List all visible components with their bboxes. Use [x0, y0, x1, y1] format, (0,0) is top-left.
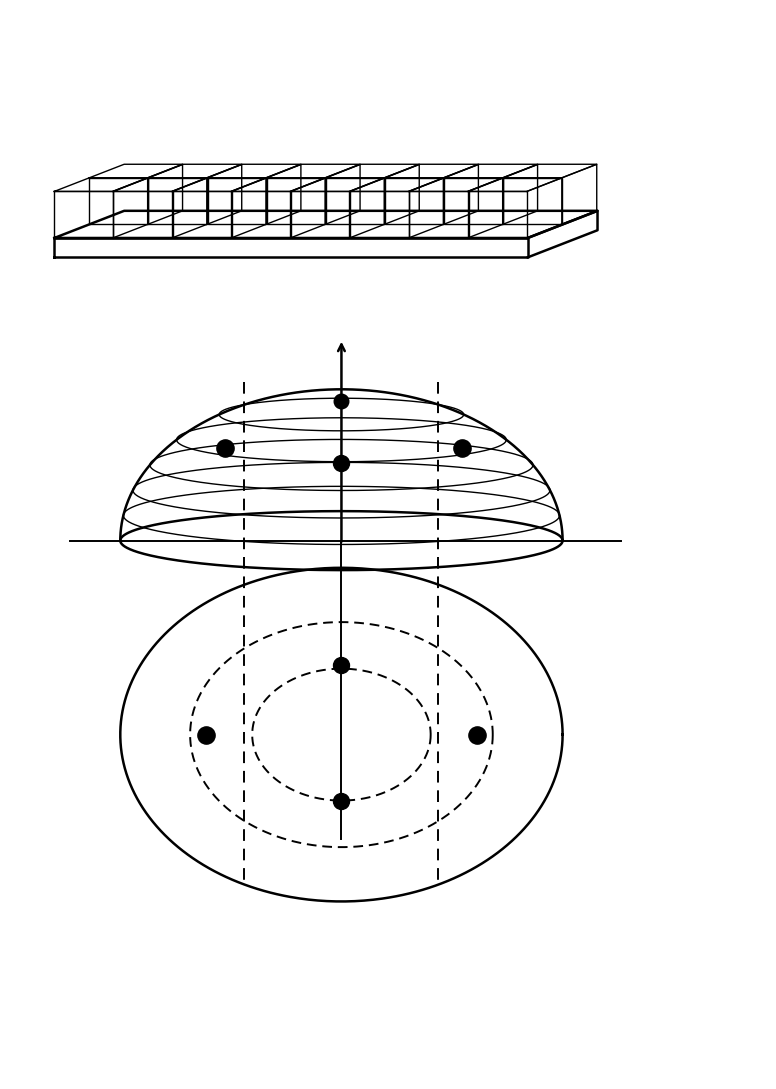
Point — [219, 439, 231, 456]
Point — [335, 392, 348, 409]
Point — [471, 726, 483, 744]
Point — [335, 656, 348, 673]
Point — [456, 439, 468, 456]
Point — [335, 792, 348, 809]
Point — [199, 726, 212, 744]
Point — [335, 454, 348, 472]
